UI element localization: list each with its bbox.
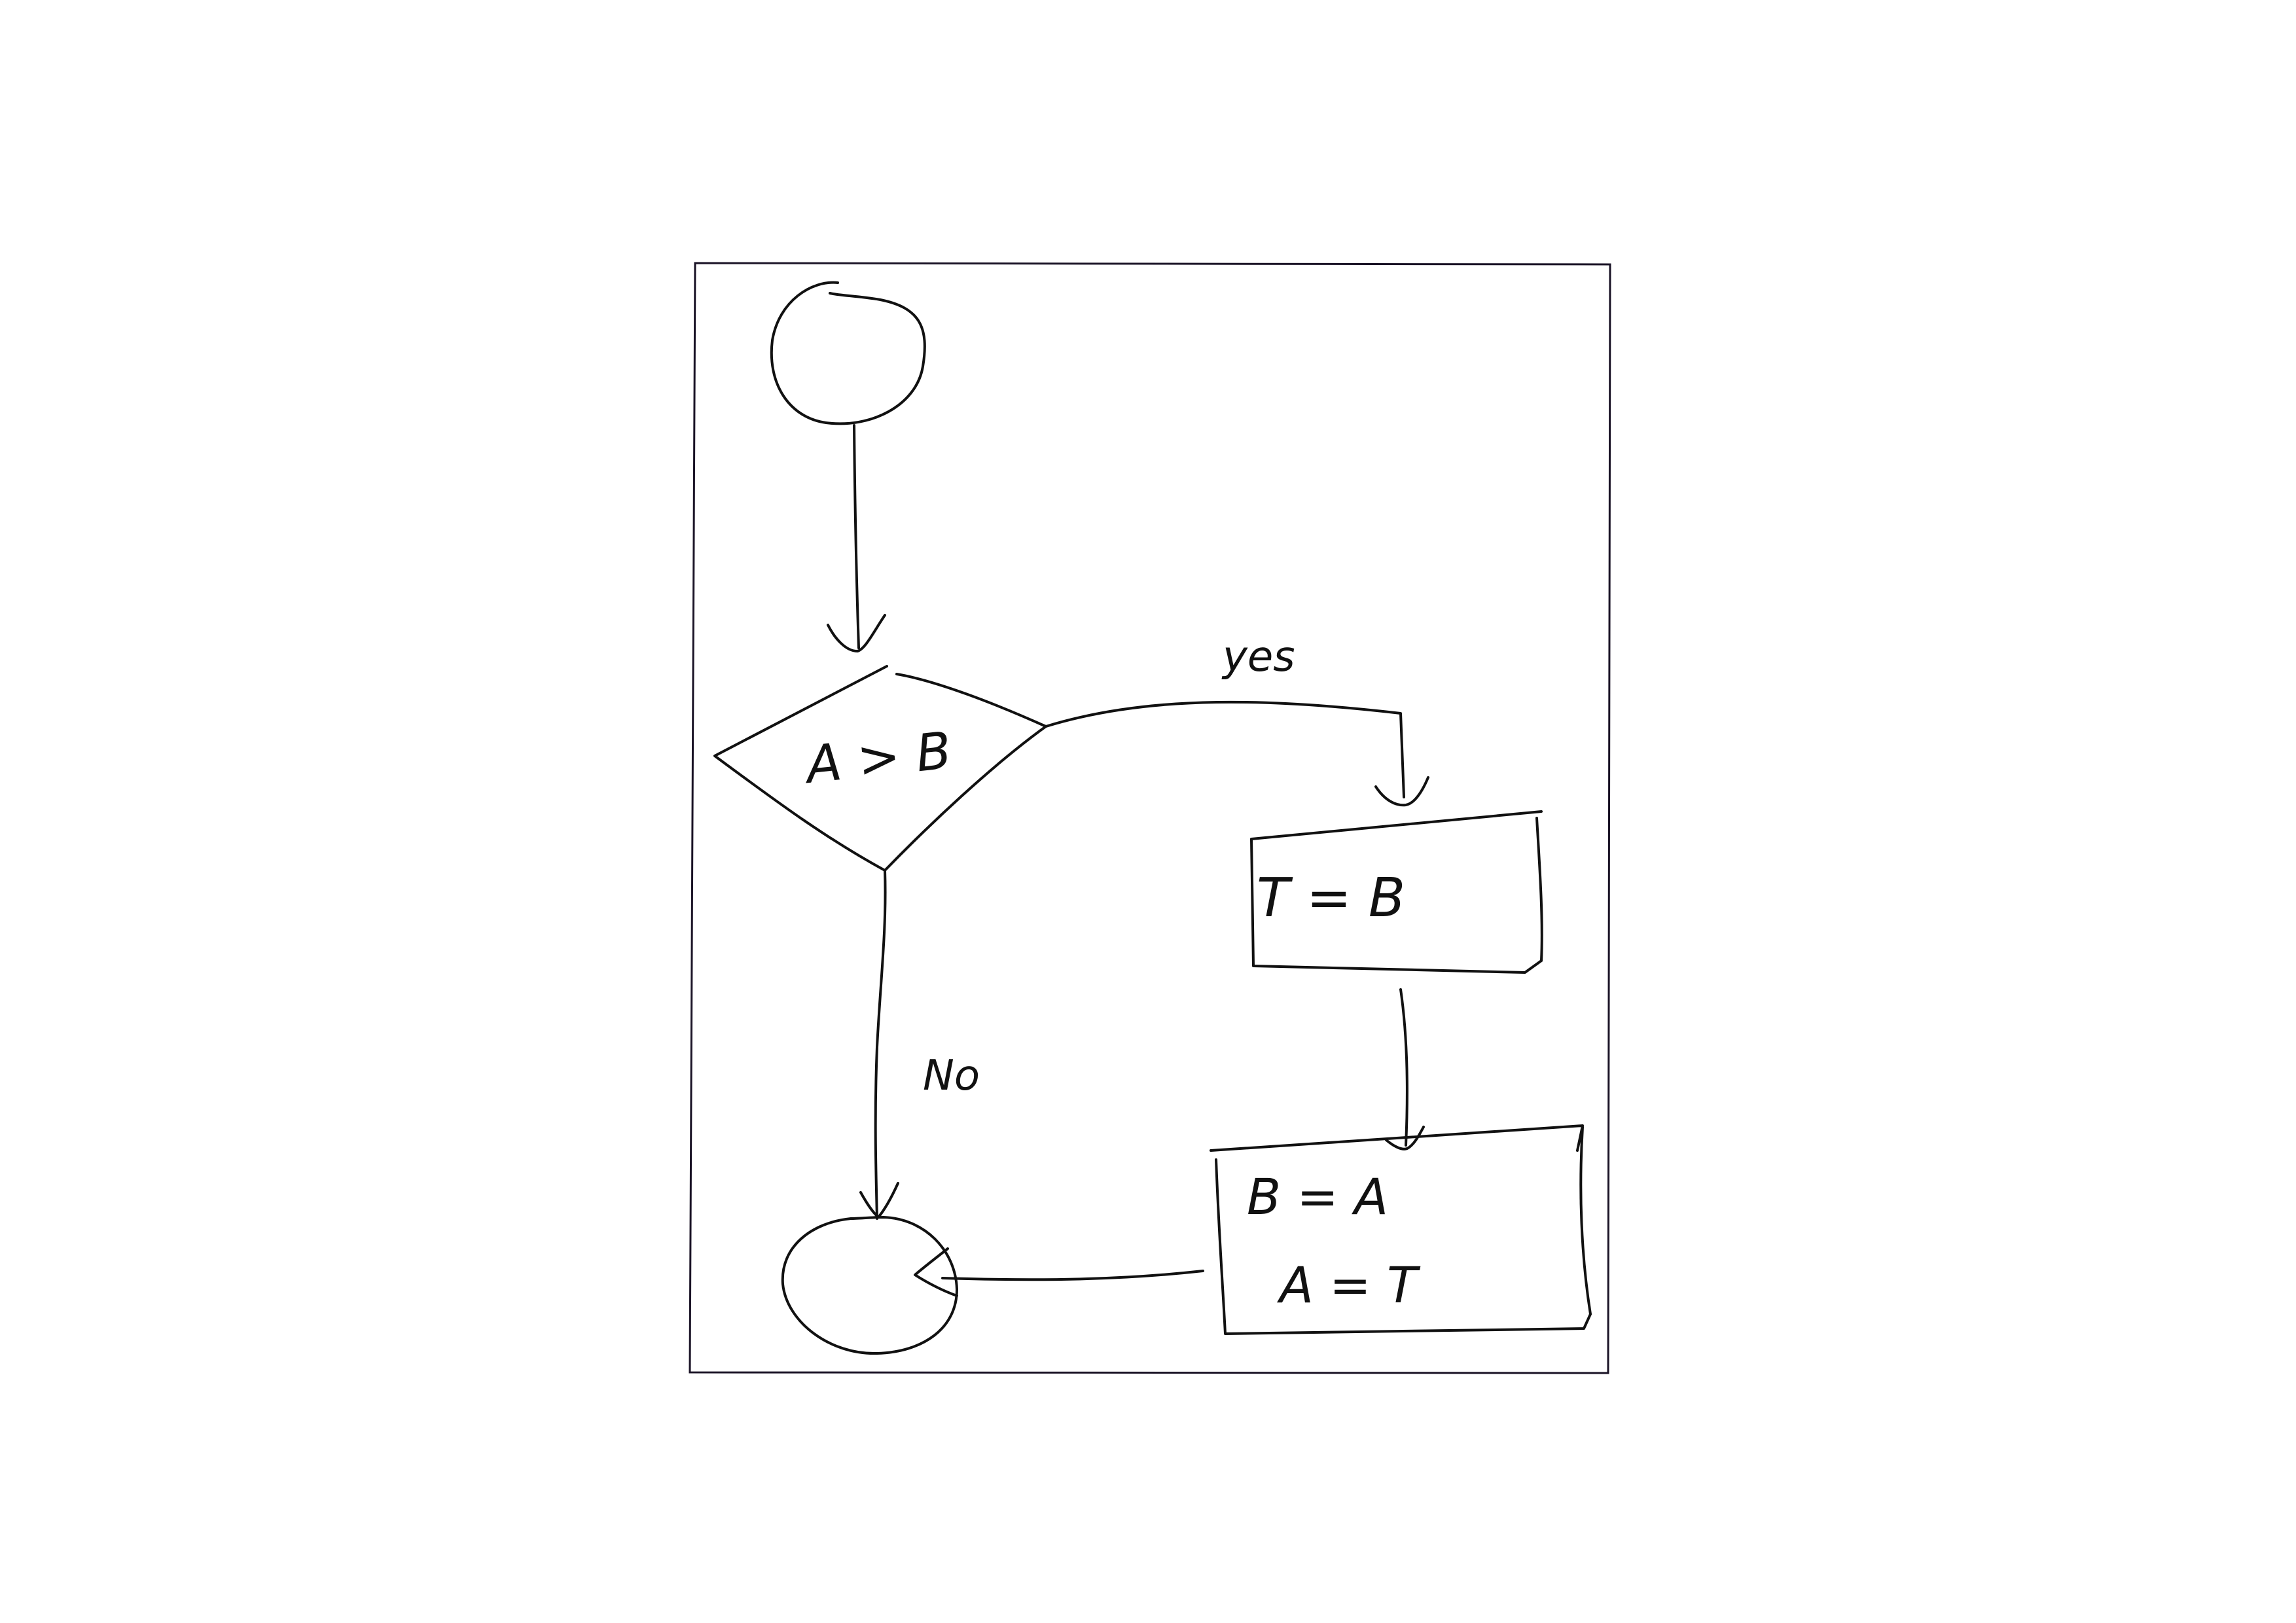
arrow-process-1-to-process-2: [1399, 988, 1408, 1147]
diagram-frame: [689, 262, 1611, 1374]
arrowhead-process-2: [1385, 1126, 1425, 1150]
process-1-label: T = B: [1257, 867, 1405, 929]
process-2-line-1: B = A: [1247, 1168, 1388, 1226]
end-node: [781, 1216, 958, 1355]
arrowhead-end-no: [859, 1182, 899, 1219]
arrow-process-2-to-end: [941, 1270, 1204, 1281]
process-2-node: [1210, 1124, 1592, 1335]
arrowhead-decision: [827, 614, 886, 652]
decision-label: A > B: [800, 721, 954, 795]
start-node: [770, 281, 926, 425]
process-2-line-2: A = T: [1276, 1256, 1421, 1314]
no-label: No: [923, 1052, 980, 1100]
process-1-node: [1250, 810, 1543, 974]
arrow-no-branch: [874, 869, 887, 1220]
decision-node: [713, 665, 1047, 872]
yes-label: yes: [1221, 633, 1295, 681]
arrowhead-end-yes: [914, 1247, 958, 1297]
arrow-start-to-decision: [853, 424, 860, 649]
arrowhead-process-1: [1374, 776, 1429, 807]
arrow-yes-branch: [1045, 700, 1405, 798]
